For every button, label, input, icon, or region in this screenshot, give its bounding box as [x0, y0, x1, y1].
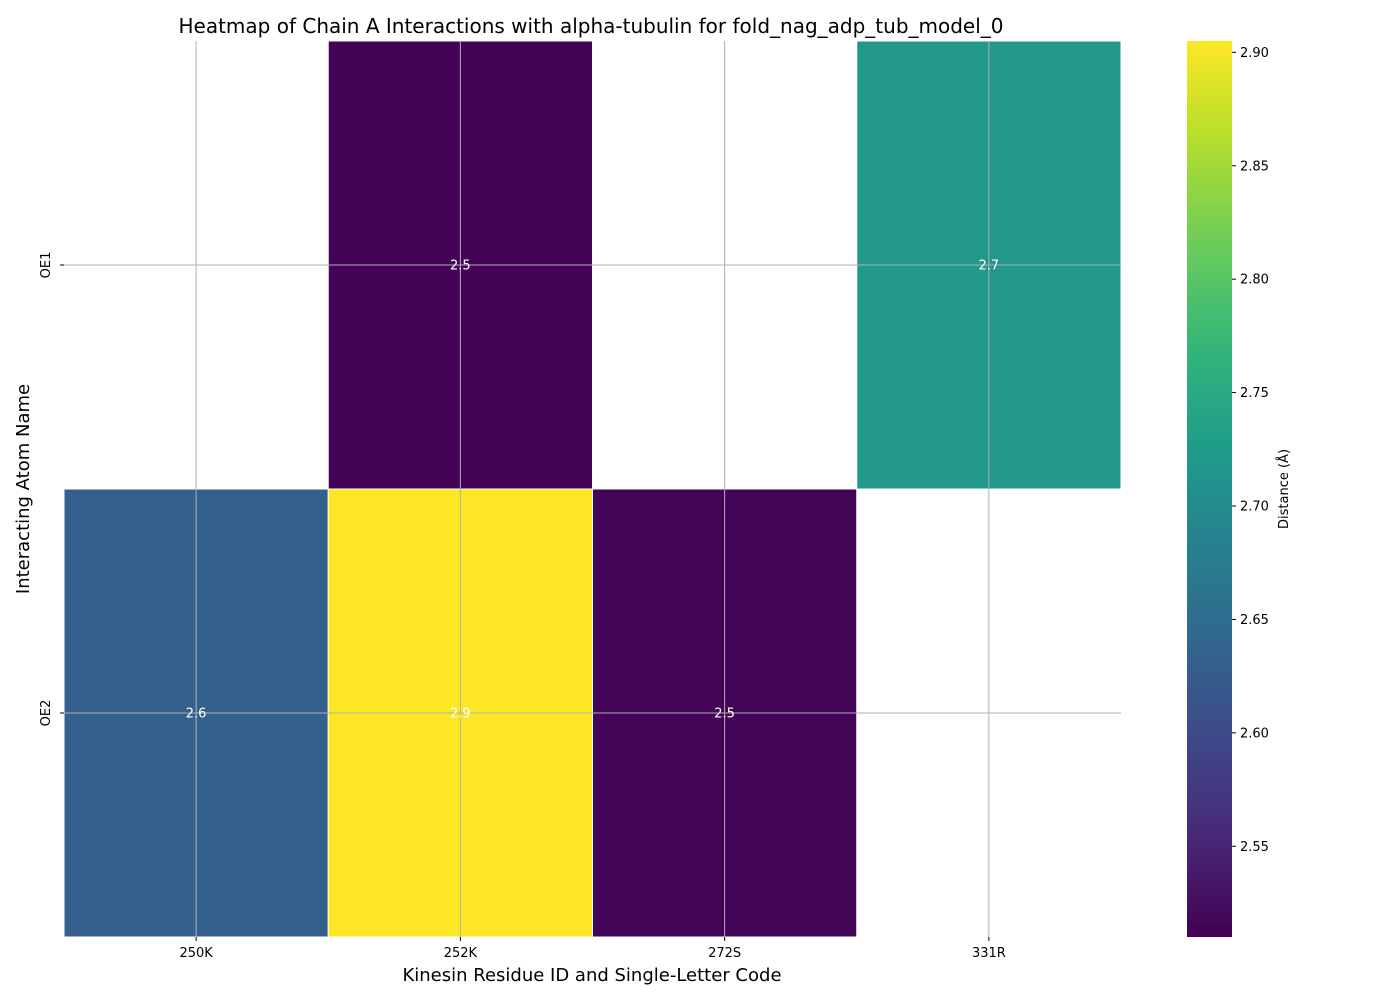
- chart-title: Heatmap of Chain A Interactions with alp…: [178, 14, 1003, 38]
- cell-value-labels: 2.5 2.7 2.6 2.9 2.5: [186, 259, 999, 722]
- colorbar-tick-label: 2.55: [1240, 840, 1269, 855]
- y-tick-label-OE1: OE1: [39, 252, 54, 279]
- x-tick-label-272S: 272S: [708, 946, 741, 961]
- grid-lines: [64, 41, 1121, 937]
- colorbar-tick-label: 2.85: [1240, 159, 1269, 174]
- cell-value-label: 2.5: [450, 259, 471, 274]
- y-axis-ticks: OE1 OE2: [39, 252, 64, 727]
- colorbar-tick-label: 2.80: [1240, 273, 1269, 288]
- colorbar-tick-label: 2.75: [1240, 386, 1269, 401]
- y-axis-label: Interacting Atom Name: [13, 384, 34, 594]
- cell-value-label: 2.9: [450, 707, 471, 722]
- x-tick-label-331R: 331R: [972, 946, 1006, 961]
- x-axis-label: Kinesin Residue ID and Single-Letter Cod…: [402, 965, 781, 986]
- cell-value-label: 2.5: [714, 707, 735, 722]
- colorbar-label: Distance (Å): [1276, 449, 1292, 529]
- x-tick-label-252K: 252K: [444, 946, 478, 961]
- colorbar-gradient: [1187, 41, 1232, 937]
- x-tick-label-250K: 250K: [179, 946, 213, 961]
- heatmap-cells: [63, 40, 1122, 938]
- colorbar: 2.55 2.60 2.65 2.70 2.75 2.80 2.85 2.90 Distance…: [1187, 41, 1292, 937]
- y-tick-label-OE2: OE2: [39, 700, 54, 727]
- colorbar-tick-label: 2.65: [1240, 613, 1269, 628]
- cell-value-label: 2.6: [186, 707, 207, 722]
- cell-value-label: 2.7: [979, 259, 1000, 274]
- colorbar-tick-label: 2.70: [1240, 500, 1269, 515]
- colorbar-tick-label: 2.90: [1240, 46, 1269, 61]
- colorbar-tick-label: 2.60: [1240, 726, 1269, 741]
- x-axis-ticks: 250K 252K 272S 331R: [179, 937, 1006, 961]
